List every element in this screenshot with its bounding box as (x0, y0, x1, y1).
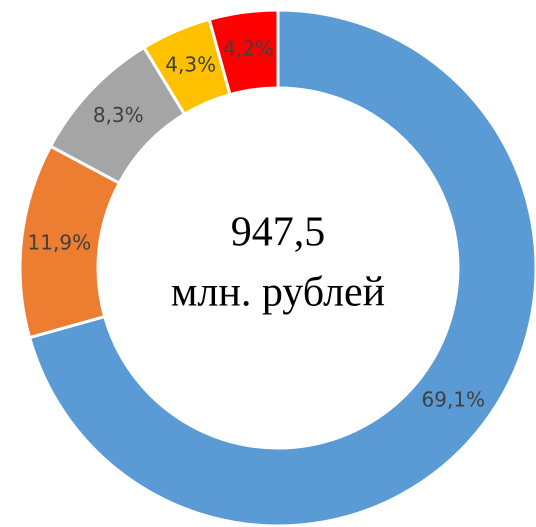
data-label: 4,3% (165, 53, 216, 77)
data-label: 69,1% (422, 387, 486, 411)
donut-segment (207, 8, 280, 97)
data-label: 11,9% (28, 231, 92, 255)
data-label: 4,2% (223, 36, 274, 60)
center-unit: млн. рублей (171, 270, 385, 316)
data-label: 8,3% (93, 103, 144, 127)
donut-segment (27, 8, 536, 527)
center-value: 947,5 (231, 210, 326, 256)
